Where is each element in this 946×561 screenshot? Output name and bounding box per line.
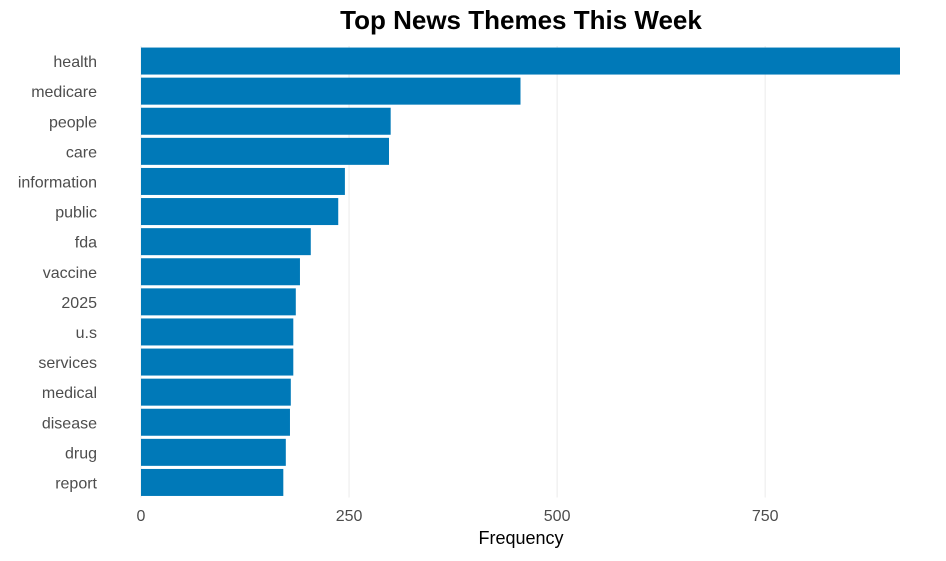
- bar-information: [141, 167, 345, 195]
- x-axis-title: Frequency: [478, 528, 563, 548]
- category-label: 2025: [61, 295, 97, 312]
- bar-medicare: [141, 77, 521, 105]
- category-label: information: [18, 174, 97, 191]
- bar-fda: [141, 228, 311, 256]
- bar-people: [141, 107, 391, 135]
- category-label: report: [55, 475, 97, 492]
- bar-health: [141, 47, 900, 75]
- category-label: vaccine: [43, 265, 97, 282]
- category-label: care: [66, 144, 97, 161]
- chart-title: Top News Themes This Week: [340, 5, 702, 35]
- x-tick-label: 500: [544, 508, 571, 525]
- bar-medical: [141, 378, 291, 406]
- bar-report: [141, 468, 284, 496]
- x-tick-label: 750: [752, 508, 779, 525]
- bar-u-s: [141, 318, 294, 346]
- bar-care: [141, 137, 390, 165]
- bar-disease: [141, 408, 290, 436]
- bar-vaccine: [141, 258, 300, 286]
- category-label: public: [55, 205, 97, 222]
- category-label: fda: [75, 235, 97, 252]
- bar-drug: [141, 438, 286, 466]
- bar-public: [141, 198, 339, 226]
- category-label: u.s: [76, 325, 97, 342]
- x-tick-labels: 0 250 500 750: [137, 508, 779, 525]
- bar-services: [141, 348, 294, 376]
- category-label: people: [49, 114, 97, 131]
- category-labels: health medicare people care information publi…: [18, 54, 98, 492]
- x-tick-label: 0: [137, 508, 146, 525]
- category-label: services: [38, 355, 97, 372]
- category-label: medical: [42, 385, 97, 402]
- bar-2025: [141, 288, 296, 316]
- category-label: disease: [42, 415, 97, 432]
- category-label: drug: [65, 445, 97, 462]
- category-label: medicare: [31, 84, 97, 101]
- x-tick-label: 250: [336, 508, 363, 525]
- bars: [141, 47, 900, 496]
- category-label: health: [53, 54, 97, 71]
